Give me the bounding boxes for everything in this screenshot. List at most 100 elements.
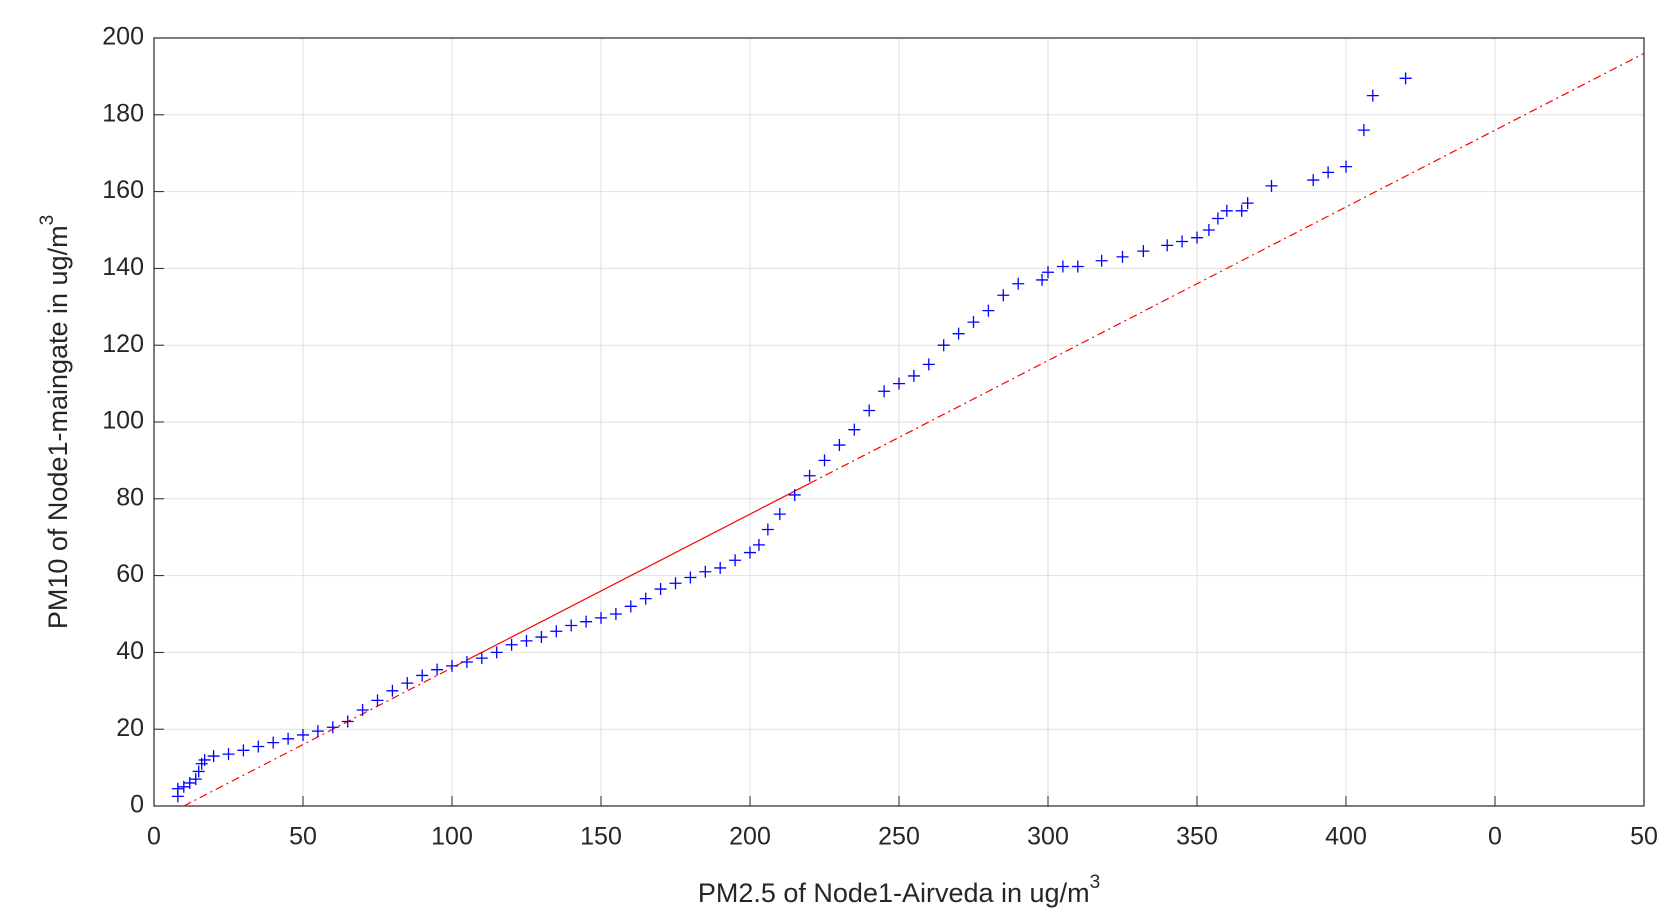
y-axis-label: PM10 of Node1-maingate in ug/m3 (37, 215, 73, 629)
y-tick-label: 100 (102, 407, 144, 435)
data-point (907, 369, 920, 382)
y-tick-label: 0 (130, 791, 144, 819)
data-point (937, 339, 950, 352)
data-point (967, 316, 980, 329)
data-point (356, 704, 369, 716)
data-point (729, 554, 742, 567)
x-tick-label: 150 (580, 823, 622, 851)
data-point (207, 750, 220, 763)
data-point (1322, 166, 1335, 179)
data-point (1211, 212, 1224, 225)
data-point (237, 744, 250, 757)
x-tick-label: 100 (431, 823, 473, 851)
data-point (326, 721, 339, 734)
plot-frame (153, 37, 1645, 807)
data-point (1220, 204, 1233, 217)
data-point (833, 439, 846, 452)
y-tick-label: 200 (102, 23, 144, 51)
data-point (198, 753, 211, 766)
data-point (1399, 72, 1412, 85)
data-point (1056, 260, 1069, 273)
data-point (550, 625, 563, 638)
data-point (1036, 273, 1049, 286)
y-axis-label-text: PM10 of Node1-maingate in ug/m (43, 225, 73, 629)
data-point (1241, 197, 1254, 210)
y-tick-label: 140 (102, 253, 144, 281)
data-point (922, 358, 935, 371)
data-point (1137, 245, 1150, 258)
data-point (1012, 277, 1025, 290)
x-tick-label: 0 (147, 823, 161, 851)
x-tick-label: 250 (878, 823, 920, 851)
data-point (171, 782, 184, 795)
data-point (297, 728, 309, 741)
data-point (982, 304, 995, 317)
data-point (788, 488, 801, 501)
x-axis-label-text: PM2.5 of Node1-Airveda in ug/m (698, 878, 1090, 908)
data-point (893, 377, 905, 390)
data-point (1176, 235, 1189, 248)
data-point (1340, 160, 1352, 173)
data-point (878, 385, 891, 398)
y-tick-label: 120 (102, 330, 144, 358)
reference-line (183, 659, 468, 807)
data-point (684, 571, 697, 584)
data-point (654, 583, 667, 596)
data-point (595, 611, 607, 624)
data-point (341, 715, 354, 728)
x-tick-label: 50 (1630, 823, 1658, 851)
x-tick-label: 350 (1176, 823, 1218, 851)
data-point (446, 659, 458, 672)
x-axis-label-sup: 3 (1090, 872, 1101, 893)
data-point (1042, 266, 1054, 279)
y-tick-label: 160 (102, 176, 144, 204)
x-tick-label: 400 (1325, 823, 1367, 851)
data-point (609, 608, 622, 620)
data-point (1116, 250, 1129, 263)
data-point (386, 684, 399, 697)
data-point (371, 694, 384, 707)
x-tick-label: 50 (289, 823, 317, 851)
data-point (1191, 231, 1203, 244)
y-tick-label: 180 (102, 99, 144, 127)
data-point (222, 748, 235, 761)
reference-line (466, 482, 810, 661)
data-point (624, 600, 637, 613)
data-point (282, 732, 295, 745)
data-point (490, 646, 503, 659)
data-point (505, 638, 518, 651)
data-point (761, 523, 774, 536)
data-point (818, 454, 831, 467)
data-point (1161, 239, 1174, 252)
data-point (699, 565, 712, 578)
data-point (460, 656, 473, 668)
data-point (669, 577, 682, 590)
data-point (1265, 179, 1278, 192)
data-point (863, 404, 876, 417)
y-axis-label-sup: 3 (37, 215, 58, 226)
data-point (1202, 224, 1215, 236)
data-point (714, 561, 727, 574)
data-point (744, 546, 756, 559)
data-point (192, 765, 205, 778)
y-tick-label: 60 (116, 560, 144, 588)
data-point (189, 773, 202, 786)
data-point (848, 423, 861, 436)
y-tick-label: 20 (116, 714, 144, 742)
data-point (311, 725, 324, 738)
data-point (475, 652, 488, 665)
data-point (803, 469, 816, 482)
data-point (1095, 254, 1108, 267)
x-tick-label: 200 (729, 823, 771, 851)
data-point (520, 634, 533, 647)
y-tick-label: 40 (116, 637, 144, 665)
data-point (416, 669, 429, 682)
data-point (1357, 124, 1370, 137)
data-point (1071, 260, 1084, 273)
data-point (267, 736, 280, 749)
data-point (580, 615, 593, 628)
x-axis-label: PM2.5 of Node1-Airveda in ug/m3 (698, 872, 1100, 908)
reference-line (809, 52, 1645, 484)
data-point (431, 663, 444, 676)
